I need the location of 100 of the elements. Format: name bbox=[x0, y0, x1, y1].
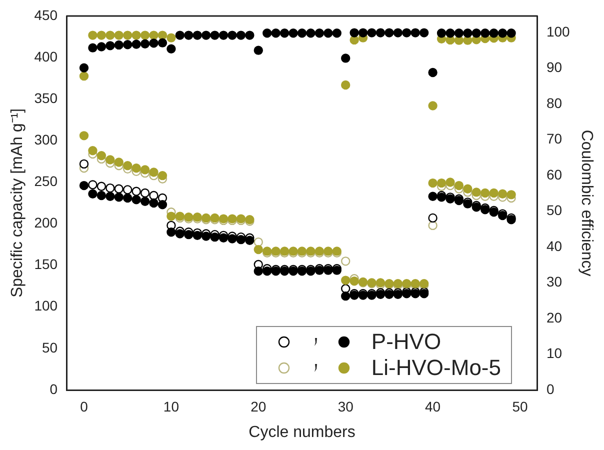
point bbox=[254, 266, 263, 276]
y2-tick-label: 20 bbox=[546, 309, 562, 326]
point bbox=[210, 30, 220, 40]
point bbox=[306, 28, 316, 38]
point bbox=[201, 232, 211, 241]
point bbox=[114, 184, 124, 194]
y-tick-label: 250 bbox=[34, 173, 58, 190]
y2-axis-title: Coulombic efficiency bbox=[578, 130, 595, 276]
y-tick-label: 350 bbox=[34, 90, 58, 106]
point bbox=[341, 54, 350, 63]
point bbox=[446, 28, 455, 38]
point bbox=[79, 159, 89, 169]
point bbox=[367, 28, 376, 38]
point bbox=[358, 28, 368, 38]
point bbox=[96, 182, 106, 191]
point bbox=[218, 233, 228, 243]
point bbox=[79, 71, 89, 81]
point bbox=[236, 30, 246, 40]
x-tick-label: 40 bbox=[425, 398, 441, 414]
point bbox=[79, 63, 89, 72]
y2-tick-label: 100 bbox=[546, 23, 570, 40]
y2-tick-label: 70 bbox=[546, 130, 562, 147]
y2-tick-label: 60 bbox=[546, 166, 562, 182]
point bbox=[480, 188, 490, 198]
y2-tick-label: 40 bbox=[546, 238, 562, 254]
point bbox=[498, 28, 508, 38]
point bbox=[210, 232, 220, 242]
point bbox=[132, 40, 141, 49]
point bbox=[428, 213, 438, 223]
point bbox=[201, 30, 211, 40]
point bbox=[393, 28, 403, 38]
point bbox=[149, 190, 158, 200]
point bbox=[332, 28, 342, 38]
point bbox=[175, 30, 185, 40]
point bbox=[166, 44, 176, 54]
x-tick-label: 20 bbox=[250, 398, 266, 414]
x-axis-title: Cycle numbers bbox=[248, 424, 356, 441]
y2-tick-label: 90 bbox=[546, 59, 562, 76]
point bbox=[350, 28, 359, 38]
y-tick-label: 450 bbox=[34, 6, 58, 23]
point bbox=[166, 227, 176, 237]
y-tick-label: 150 bbox=[34, 256, 58, 272]
point bbox=[236, 234, 246, 244]
point bbox=[384, 28, 394, 38]
point bbox=[341, 276, 350, 285]
point bbox=[140, 39, 150, 48]
point bbox=[96, 151, 106, 160]
point bbox=[192, 30, 202, 40]
y-tick-label: 400 bbox=[34, 48, 58, 64]
point bbox=[463, 184, 472, 194]
point bbox=[158, 38, 168, 48]
point bbox=[149, 30, 158, 40]
x-tick-label: 10 bbox=[163, 398, 180, 414]
point bbox=[132, 186, 141, 196]
point bbox=[271, 28, 280, 38]
y-axis-title: Specific capacity [mAh g⁻¹] bbox=[9, 108, 26, 298]
point bbox=[428, 192, 438, 201]
point bbox=[262, 28, 272, 38]
point bbox=[88, 189, 98, 198]
point bbox=[96, 42, 106, 52]
point bbox=[254, 237, 263, 247]
point bbox=[436, 28, 446, 38]
point bbox=[79, 131, 89, 140]
point bbox=[288, 28, 298, 38]
y-tick-label: 0 bbox=[50, 380, 58, 397]
point bbox=[506, 28, 516, 38]
point bbox=[436, 178, 446, 188]
legend-label: P-HVO bbox=[371, 329, 442, 355]
point bbox=[245, 30, 254, 40]
point bbox=[96, 30, 106, 40]
point bbox=[123, 40, 132, 50]
point bbox=[132, 195, 141, 204]
y2-tick-label: 0 bbox=[546, 380, 554, 397]
point bbox=[314, 28, 324, 38]
y-tick-label: 300 bbox=[34, 132, 58, 148]
point bbox=[184, 30, 194, 40]
point bbox=[166, 33, 176, 42]
point bbox=[245, 236, 254, 245]
x-tick-label: 50 bbox=[512, 398, 528, 414]
point bbox=[123, 161, 132, 170]
point bbox=[228, 30, 237, 40]
point bbox=[140, 165, 150, 174]
point bbox=[88, 43, 98, 52]
point bbox=[123, 193, 132, 203]
point bbox=[88, 30, 98, 40]
point bbox=[114, 30, 124, 40]
point bbox=[410, 28, 420, 38]
point bbox=[428, 101, 438, 110]
point bbox=[428, 220, 438, 230]
point bbox=[402, 28, 412, 38]
point bbox=[228, 234, 237, 244]
point bbox=[324, 28, 333, 38]
point bbox=[140, 30, 150, 40]
point bbox=[140, 196, 150, 206]
point bbox=[376, 28, 386, 38]
point bbox=[158, 200, 168, 210]
point bbox=[123, 30, 132, 40]
point bbox=[454, 180, 464, 190]
point bbox=[106, 183, 115, 193]
point bbox=[123, 185, 132, 194]
